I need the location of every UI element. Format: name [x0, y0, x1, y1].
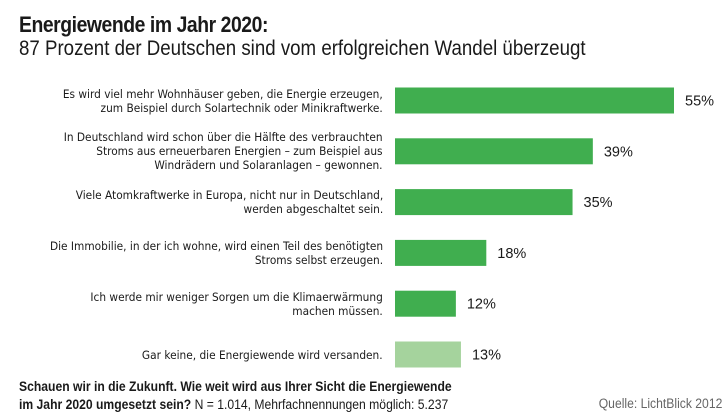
category-label-line: Gar keine, die Energiewende wird versand… [142, 347, 383, 362]
category-label-line: Es wird viel mehr Wohnhäuser geben, die … [63, 86, 383, 101]
category-label-line: Stroms selbst erzeugen. [254, 252, 383, 267]
bar [395, 239, 487, 266]
category-label-line: Ich werde mir weniger Sorgen um die Klim… [90, 289, 383, 304]
category-label-line: In Deutschland wird schon über die Hälft… [64, 130, 383, 145]
value-label: 55% [685, 94, 714, 110]
value-label: 18% [497, 246, 526, 262]
source-note: Quelle: LichtBlick 2012 [598, 396, 722, 411]
bar [395, 189, 573, 216]
category-label-line: Viele Atomkraftwerke in Europa, nicht nu… [75, 188, 383, 203]
category-label: Viele Atomkraftwerke in Europa, nicht nu… [75, 188, 383, 216]
category-label-line: Die Immobilie, in der ich wohne, wird ei… [49, 238, 383, 253]
bar [395, 341, 461, 368]
category-label: In Deutschland wird schon über die Hälft… [64, 130, 383, 172]
value-label: 35% [584, 195, 613, 211]
category-label: Die Immobilie, in der ich wohne, wird ei… [50, 239, 383, 267]
category-label: Es wird viel mehr Wohnhäuser geben, die … [63, 87, 383, 115]
chart-title: Energiewende im Jahr 2020: [19, 12, 268, 37]
category-label: Ich werde mir weniger Sorgen um die Klim… [91, 290, 383, 318]
category-label-line: machen müssen. [292, 303, 383, 318]
question-line-1: Schauen wir in die Zukunft. Wie weit wir… [19, 379, 452, 394]
value-label: 39% [604, 144, 633, 160]
category-label-line: Stroms aus erneuerbaren Energien – zum B… [96, 144, 383, 159]
question-line-2: im Jahr 2020 umgesetzt sein? [19, 397, 192, 412]
bar [395, 87, 674, 114]
chart-subtitle: 87 Prozent der Deutschen sind vom erfolg… [19, 37, 586, 60]
sample-note: N = 1.014, Mehrfachnennungen möglich: 5.… [191, 397, 449, 412]
bar [395, 138, 593, 165]
value-label: 12% [467, 297, 496, 313]
category-label-line: zum Beispiel durch Solartechnik oder Min… [100, 100, 383, 115]
category-label: Gar keine, die Energiewende wird versand… [142, 348, 383, 362]
category-label-line: werden abgeschaltet sein. [243, 202, 383, 217]
survey-question: Schauen wir in die Zukunft. Wie weit wir… [19, 378, 452, 414]
value-label: 13% [472, 348, 501, 364]
category-label-line: Windrädern und Solaranlagen – gewonnen. [154, 158, 383, 173]
bar [395, 290, 456, 317]
